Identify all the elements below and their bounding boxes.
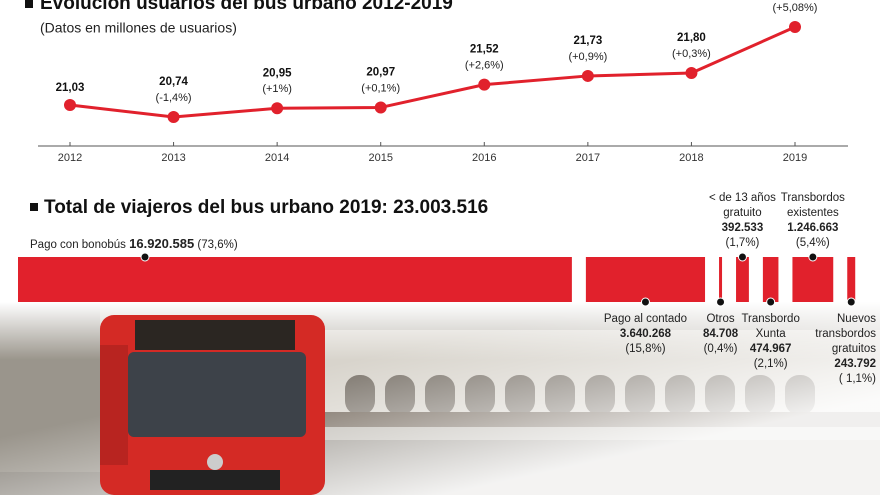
point	[64, 98, 76, 111]
marker-dot	[140, 252, 150, 262]
change-label: (+2,6%)	[465, 60, 504, 72]
category-label: Pago con bonobús	[30, 239, 126, 251]
x-tick-label: 2019	[783, 152, 807, 164]
x-tick-label: 2013	[161, 152, 185, 164]
percent-label: ( 1,1%)	[838, 373, 876, 385]
segment	[719, 257, 723, 302]
percent-label: (2,1%)	[753, 358, 788, 370]
marker-dot	[846, 297, 856, 307]
point	[581, 69, 594, 82]
chart-title: Evolución usuarios del bus urbano 2012-2…	[40, 0, 453, 14]
chart-subtitle: (Datos en millones de usuarios)	[40, 20, 237, 36]
value-label: 20,74	[159, 76, 188, 88]
marker-dot	[716, 297, 726, 307]
change-label: (+0,9%)	[568, 51, 607, 63]
segment-label: Pago con bonobús 16.920.585 (73,6%)	[30, 236, 238, 253]
point	[271, 102, 284, 115]
value-label: 3.640.268	[619, 328, 672, 340]
value-label: 1.246.663	[787, 222, 839, 234]
segment-label: Transbordo Xunta 474.967 (2,1%)	[733, 312, 808, 372]
x-tick-label: 2012	[58, 152, 82, 164]
point	[478, 78, 491, 91]
category-label: Nuevos transbordos gratuitos	[815, 313, 876, 355]
segment	[847, 257, 856, 302]
value-label: 474.967	[749, 343, 792, 355]
x-tick-label: 2017	[576, 152, 600, 164]
value-label: 21,73	[573, 35, 602, 47]
segment	[585, 257, 706, 302]
category-label: Pago al contado	[603, 313, 688, 325]
x-tick-label: 2015	[368, 152, 392, 164]
change-label: (+0,1%)	[361, 82, 400, 94]
change-label: (-1,4%)	[156, 92, 192, 104]
change-label: (+5,08%)	[773, 2, 818, 14]
segment	[18, 257, 572, 302]
percent-label: (5,4%)	[795, 237, 830, 249]
photo	[0, 302, 880, 495]
category-label: Transbordos existentes	[780, 192, 845, 219]
change-label: (+1%)	[262, 83, 292, 95]
value-label: 21,03	[56, 82, 85, 94]
percent-label: (1,7%)	[725, 237, 760, 249]
marker-dot	[640, 297, 650, 307]
title-bullet	[30, 203, 38, 211]
value-label: 392.533	[721, 222, 764, 234]
value-label: 20,95	[263, 67, 292, 79]
value-label: 21,80	[677, 32, 706, 44]
category-label: Transbordo Xunta	[741, 313, 800, 340]
category-label: < de 13 años gratuito	[709, 192, 776, 219]
segment	[736, 257, 749, 302]
segment-label: Otros 84.708 (0,4%)	[691, 312, 751, 357]
marker-dot	[737, 252, 747, 262]
marker-dot	[766, 297, 776, 307]
point	[789, 21, 801, 33]
segment-label: Transbordos existentes 1.246.663 (5,4%)	[770, 191, 855, 251]
percent-label: (0,4%)	[703, 343, 738, 355]
category-label: Otros	[706, 313, 735, 325]
bus	[100, 315, 325, 495]
x-tick-label: 2014	[265, 152, 289, 164]
x-tick-label: 2018	[679, 152, 703, 164]
value-label: 21,52	[470, 44, 499, 56]
chart-title: Total de viajeros del bus urbano 2019: 2…	[44, 197, 488, 218]
line	[69, 25, 796, 119]
point	[685, 67, 698, 80]
marker-dot	[808, 252, 818, 262]
point	[374, 101, 387, 114]
x-tick-label: 2016	[472, 152, 496, 164]
segment-label: Nuevos transbordos gratuitos 243.792 ( 1,1…	[794, 312, 876, 387]
percent-label: (73,6%)	[197, 239, 238, 251]
percent-label: (15,8%)	[625, 343, 666, 355]
segment	[792, 257, 834, 302]
title-bullet	[25, 0, 33, 8]
segment-label: Pago al contado 3.640.268 (15,8%)	[590, 312, 700, 357]
segment-label: < de 13 años gratuito 392.533 (1,7%)	[700, 191, 785, 251]
segment	[762, 257, 779, 302]
value-label: 16.920.585	[129, 236, 195, 251]
value-label: 20,97	[366, 66, 395, 78]
value-label: 243.792	[834, 358, 876, 370]
value-label: 84.708	[702, 328, 739, 340]
point	[167, 111, 180, 123]
change-label: (+0,3%)	[672, 48, 711, 60]
